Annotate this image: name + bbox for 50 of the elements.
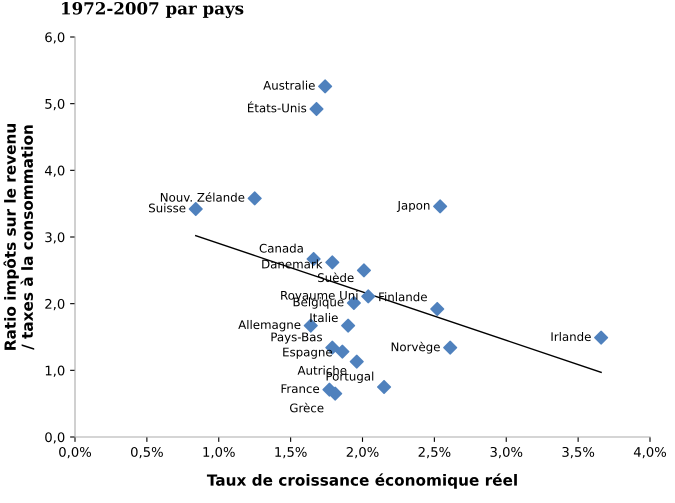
y-tick-label: 6,0	[45, 32, 64, 44]
y-tick-label: 2,0	[45, 298, 64, 310]
y-axis-title: Ratio impôts sur le revenu / taxes à la consommation	[3, 124, 34, 350]
annotation: France	[282, 384, 320, 394]
y-tick-label: 1,0	[46, 366, 64, 377]
x-tick-label: 4,0%	[634, 446, 666, 458]
point	[309, 102, 324, 116]
point	[188, 202, 203, 216]
point	[248, 191, 262, 206]
x-tick-label: 3,5%	[562, 446, 594, 458]
annotation: Grèce	[290, 402, 324, 412]
x-tick-label: 2,5%	[418, 446, 450, 458]
annotation: Nouv. Zélande	[160, 192, 244, 202]
x-axis-title: Taux de croissance économique réel	[206, 473, 517, 489]
annotation: Finlande	[379, 292, 427, 302]
point	[325, 255, 340, 270]
x-tick-label: 0,0%	[59, 446, 92, 458]
annotation: Italie	[310, 313, 338, 322]
annotation: Espagne	[283, 348, 332, 359]
y-tick-label: 3,0	[45, 232, 64, 244]
point	[341, 318, 356, 333]
y-tick-label: 0,0	[45, 432, 64, 444]
x-tick-label: 3,0%	[490, 446, 522, 458]
annotation: Pays-Bas	[271, 332, 322, 344]
point	[335, 344, 350, 359]
annotation: Suisse	[148, 203, 186, 212]
annotation: États-Unis	[248, 101, 306, 112]
x-tick-label: 0,5%	[130, 446, 163, 458]
point	[433, 199, 448, 214]
point	[430, 302, 444, 316]
point	[594, 330, 608, 345]
point	[361, 289, 376, 304]
annotation: Irlande	[551, 332, 591, 342]
point	[328, 386, 342, 401]
annotation: Allemagne	[238, 320, 300, 332]
y-tick-label: 4,0	[44, 166, 64, 177]
point	[318, 79, 332, 94]
annotation: Canada	[260, 244, 303, 253]
point	[377, 380, 392, 394]
annotation: Norvège	[392, 342, 440, 354]
x-tick-label: 2,0%	[346, 446, 379, 458]
y-tick-label: 5,0	[45, 98, 64, 110]
annotation: Australie	[263, 80, 315, 90]
x-tick-label: 1,0%	[203, 446, 235, 458]
point	[356, 263, 371, 278]
chart-title: 1972-2007 par pays	[62, 2, 244, 18]
x-tick-label: 1,5%	[275, 446, 307, 458]
annotation: Japon	[396, 200, 430, 212]
point	[350, 354, 364, 369]
point	[443, 340, 458, 355]
